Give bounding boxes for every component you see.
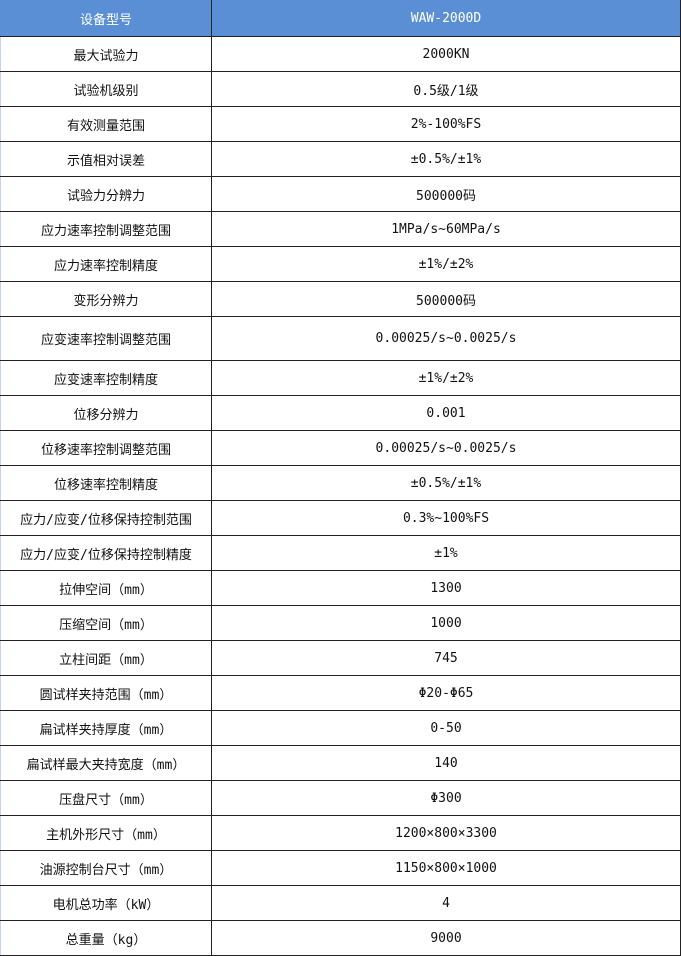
spec-label: 变形分辨力 bbox=[0, 281, 212, 317]
header-value: WAW-2000D bbox=[211, 0, 681, 37]
spec-value: 500000码 bbox=[211, 176, 681, 212]
table-row: 总重量（kg） 9000 bbox=[0, 920, 681, 956]
spec-value: 0.001 bbox=[211, 395, 681, 431]
table-row: 应力/应变/位移保持控制精度 ±1% bbox=[0, 535, 681, 571]
table-row: 压缩空间（mm） 1000 bbox=[0, 605, 681, 641]
table-row: 立柱间距（mm） 745 bbox=[0, 640, 681, 676]
spec-value: 0.00025/s~0.0025/s bbox=[211, 430, 681, 466]
spec-value: ±1%/±2% bbox=[211, 360, 681, 396]
spec-label: 位移速率控制精度 bbox=[0, 465, 212, 501]
table-row: 应变速率控制精度 ±1%/±2% bbox=[0, 360, 681, 396]
spec-value: 1150×800×1000 bbox=[211, 850, 681, 886]
table-row: 位移速率控制精度 ±0.5%/±1% bbox=[0, 465, 681, 501]
table-row: 试验机级别 0.5级/1级 bbox=[0, 71, 681, 107]
spec-value: Φ20-Φ65 bbox=[211, 675, 681, 711]
table-row: 示值相对误差 ±0.5%/±1% bbox=[0, 141, 681, 177]
spec-value: 0.3%~100%FS bbox=[211, 500, 681, 536]
spec-value: 1300 bbox=[211, 570, 681, 606]
table-row: 油源控制台尺寸（mm） 1150×800×1000 bbox=[0, 850, 681, 886]
spec-label: 总重量（kg） bbox=[0, 920, 212, 956]
spec-value: ±1% bbox=[211, 535, 681, 571]
spec-label: 立柱间距（mm） bbox=[0, 640, 212, 676]
spec-value: ±0.5%/±1% bbox=[211, 141, 681, 177]
spec-label: 位移分辨力 bbox=[0, 395, 212, 431]
table-row: 位移速率控制调整范围 0.00025/s~0.0025/s bbox=[0, 430, 681, 466]
spec-value: 0.00025/s~0.0025/s bbox=[211, 316, 681, 361]
table-row: 应变速率控制调整范围 0.00025/s~0.0025/s bbox=[0, 316, 681, 361]
spec-label: 主机外形尺寸（mm） bbox=[0, 815, 212, 851]
table-row: 扁试样最大夹持宽度（mm） 140 bbox=[0, 745, 681, 781]
spec-label: 圆试样夹持范围（mm） bbox=[0, 675, 212, 711]
spec-label: 位移速率控制调整范围 bbox=[0, 430, 212, 466]
spec-value: ±1%/±2% bbox=[211, 246, 681, 282]
table-row: 变形分辨力 500000码 bbox=[0, 281, 681, 317]
spec-value: 9000 bbox=[211, 920, 681, 956]
table-row: 拉伸空间（mm） 1300 bbox=[0, 570, 681, 606]
spec-label: 压盘尺寸（mm） bbox=[0, 780, 212, 816]
table-row: 主机外形尺寸（mm） 1200×800×3300 bbox=[0, 815, 681, 851]
spec-label: 应力速率控制精度 bbox=[0, 246, 212, 282]
spec-label: 应力速率控制调整范围 bbox=[0, 211, 212, 247]
spec-label: 有效测量范围 bbox=[0, 106, 212, 142]
spec-label: 扁试样夹持厚度（mm） bbox=[0, 710, 212, 746]
table-row: 圆试样夹持范围（mm） Φ20-Φ65 bbox=[0, 675, 681, 711]
spec-value: 0.5级/1级 bbox=[211, 71, 681, 107]
header-row: 设备型号 WAW-2000D bbox=[0, 0, 681, 37]
spec-label: 试验机级别 bbox=[0, 71, 212, 107]
spec-label: 应变速率控制精度 bbox=[0, 360, 212, 396]
spec-label: 应变速率控制调整范围 bbox=[0, 316, 212, 361]
spec-value: 1200×800×3300 bbox=[211, 815, 681, 851]
table-row: 应力/应变/位移保持控制范围 0.3%~100%FS bbox=[0, 500, 681, 536]
spec-label: 试验力分辨力 bbox=[0, 176, 212, 212]
spec-value: 4 bbox=[211, 885, 681, 921]
spec-value: 1MPa/s~60MPa/s bbox=[211, 211, 681, 247]
table-row: 最大试验力 2000KN bbox=[0, 36, 681, 72]
spec-value: 500000码 bbox=[211, 281, 681, 317]
spec-label: 扁试样最大夹持宽度（mm） bbox=[0, 745, 212, 781]
spec-label: 拉伸空间（mm） bbox=[0, 570, 212, 606]
table-row: 应力速率控制调整范围 1MPa/s~60MPa/s bbox=[0, 211, 681, 247]
header-label: 设备型号 bbox=[0, 0, 212, 37]
spec-value: 2%-100%FS bbox=[211, 106, 681, 142]
spec-value: 1000 bbox=[211, 605, 681, 641]
spec-label: 最大试验力 bbox=[0, 36, 212, 72]
spec-label: 电机总功率（kW） bbox=[0, 885, 212, 921]
spec-label: 示值相对误差 bbox=[0, 141, 212, 177]
spec-value: Φ300 bbox=[211, 780, 681, 816]
spec-value: 2000KN bbox=[211, 36, 681, 72]
spec-value: 745 bbox=[211, 640, 681, 676]
spec-value: 0-50 bbox=[211, 710, 681, 746]
table-row: 试验力分辨力 500000码 bbox=[0, 176, 681, 212]
table-row: 电机总功率（kW） 4 bbox=[0, 885, 681, 921]
spec-value: 140 bbox=[211, 745, 681, 781]
table-row: 扁试样夹持厚度（mm） 0-50 bbox=[0, 710, 681, 746]
spec-label: 油源控制台尺寸（mm） bbox=[0, 850, 212, 886]
table-row: 有效测量范围 2%-100%FS bbox=[0, 106, 681, 142]
table-row: 压盘尺寸（mm） Φ300 bbox=[0, 780, 681, 816]
table-row: 位移分辨力 0.001 bbox=[0, 395, 681, 431]
spec-label: 应力/应变/位移保持控制精度 bbox=[0, 535, 212, 571]
spec-label: 应力/应变/位移保持控制范围 bbox=[0, 500, 212, 536]
spec-label: 压缩空间（mm） bbox=[0, 605, 212, 641]
table-row: 应力速率控制精度 ±1%/±2% bbox=[0, 246, 681, 282]
spec-value: ±0.5%/±1% bbox=[211, 465, 681, 501]
